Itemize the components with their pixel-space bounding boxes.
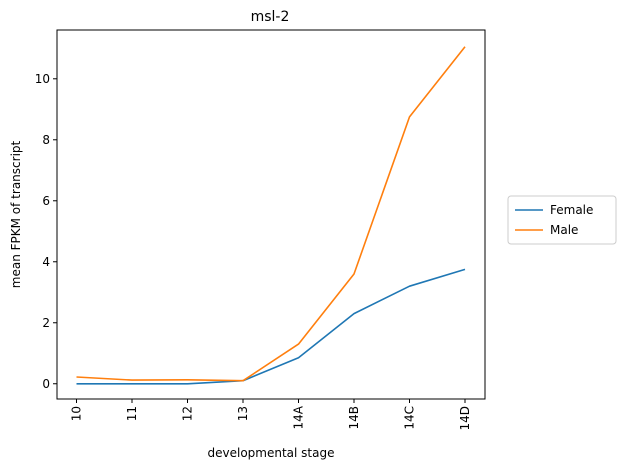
legend: Female Male [507,195,617,245]
legend-label-female: Female [550,203,593,217]
plot-area [76,46,466,385]
x-tick-label: 13 [236,406,250,421]
legend-frame [507,195,617,245]
chart-title: msl-2 [251,9,290,25]
x-axis: 10 11 12 13 14A 14B 14C 14D [70,399,472,431]
y-tick-label: 10 [35,72,50,86]
x-tick-label: 12 [181,406,195,421]
y-tick-label: 6 [42,194,50,208]
x-tick-label: 10 [70,406,84,421]
x-tick-label: 14A [292,405,306,429]
legend-label-male: Male [550,223,578,237]
y-axis: 0 2 4 6 8 10 [35,72,57,391]
x-tick-label: 11 [125,406,139,421]
x-tick-label: 14C [403,406,417,430]
y-tick-label: 4 [42,255,50,269]
y-tick-label: 8 [42,133,50,147]
y-tick-label: 0 [42,377,50,391]
series-line-female [76,268,466,385]
series-line-male [76,46,466,382]
x-axis-title: developmental stage [208,446,335,460]
x-tick-label: 14D [458,406,472,431]
y-axis-title: mean FPKM of transcript [9,140,23,288]
y-tick-label: 2 [42,316,50,330]
x-tick-label: 14B [347,406,361,430]
plot-frame [56,29,486,400]
